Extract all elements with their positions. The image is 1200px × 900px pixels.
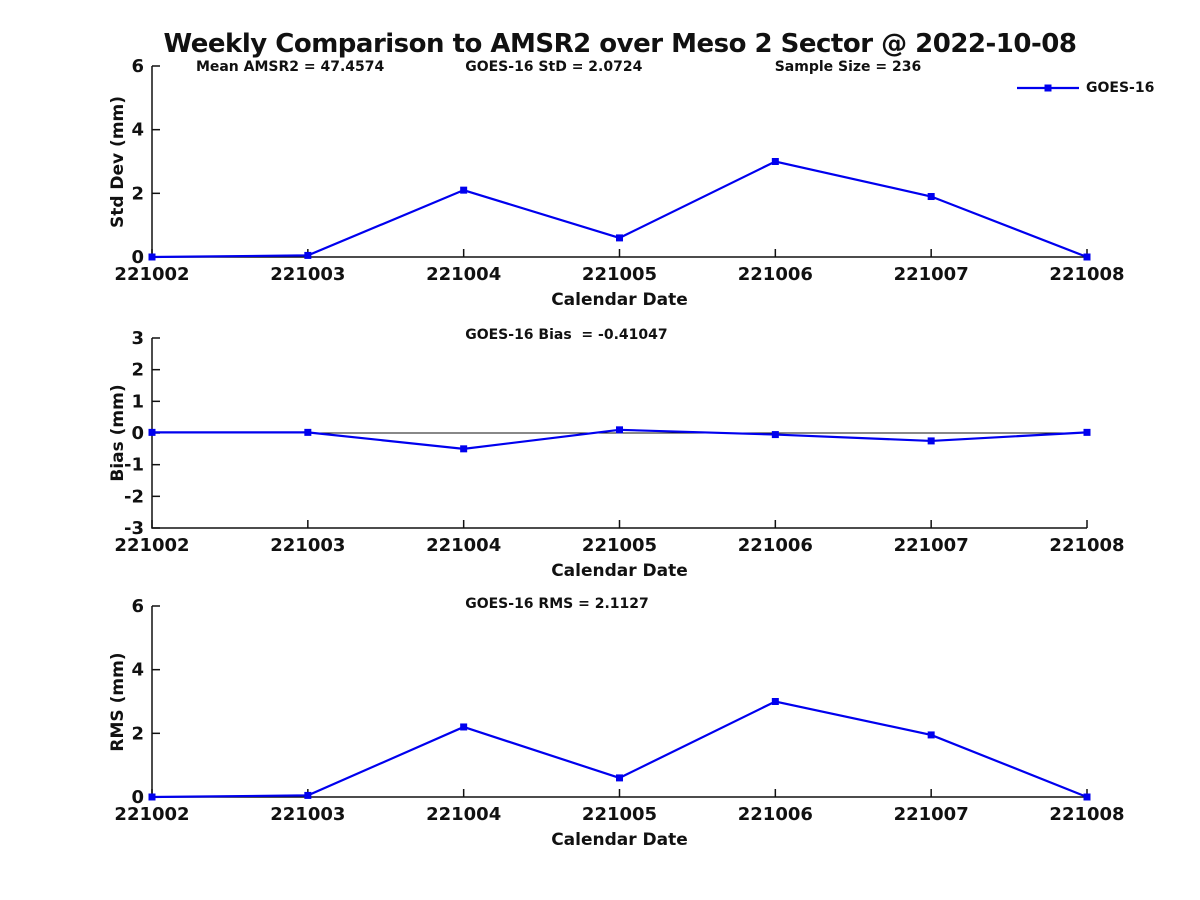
data-point-marker-icon	[1083, 253, 1091, 261]
data-point-marker-icon	[927, 193, 935, 201]
x-tick-label: 221002	[114, 804, 189, 825]
stat-annotation: Sample Size = 236	[774, 59, 922, 75]
x-tick-label: 221007	[894, 264, 969, 285]
y-tick-label: 4	[131, 660, 144, 681]
x-tick-label: 221006	[738, 804, 813, 825]
data-point-marker-icon	[148, 428, 156, 436]
data-point-marker-icon	[304, 251, 312, 259]
x-tick-label: 221007	[894, 535, 969, 556]
y-tick-label: -3	[124, 518, 144, 539]
x-tick-label: 221004	[426, 264, 501, 285]
y-axis-label: Std Dev (mm)	[108, 95, 128, 228]
subplot-bias: -3 -2 -1 0 1 2 3 221002 221003 221004 221005 221006…	[114, 328, 1124, 556]
x-tick-label: 221003	[270, 535, 345, 556]
stat-annotation: GOES-16 Bias = -0.41047	[465, 327, 668, 343]
legend-label: GOES-16	[1086, 80, 1155, 96]
data-point-marker-icon	[304, 791, 312, 799]
data-point-marker-icon	[771, 431, 779, 439]
x-axis-label: Calendar Date	[551, 290, 688, 310]
x-tick-label: 221008	[1049, 264, 1124, 285]
y-tick-label: 0	[131, 787, 144, 808]
data-point-marker-icon	[304, 428, 312, 436]
data-line-std_dev	[151, 160, 1088, 259]
data-point-marker-icon	[927, 437, 935, 445]
y-tick-label: 4	[131, 120, 144, 141]
data-point-marker-icon	[1083, 428, 1091, 436]
y-tick-label: 6	[131, 56, 144, 77]
x-tick-label: 221002	[114, 535, 189, 556]
x-tick-label: 221005	[582, 264, 657, 285]
x-axis-label: Calendar Date	[551, 561, 688, 581]
axis-rms	[151, 606, 1087, 798]
y-tick-label: 3	[131, 328, 144, 349]
y-tick-label: 1	[131, 391, 144, 412]
x-tick-label: 221008	[1049, 804, 1124, 825]
data-point-marker-icon	[460, 723, 468, 731]
y-tick-label: 0	[131, 423, 144, 444]
x-tick-label: 221004	[426, 804, 501, 825]
x-tick-label: 221003	[270, 264, 345, 285]
legend: GOES-16	[1016, 80, 1154, 96]
x-tick-label: 221005	[582, 535, 657, 556]
x-axis-label: Calendar Date	[551, 830, 688, 850]
stat-annotation: GOES-16 RMS = 2.1127	[465, 596, 649, 612]
data-point-marker-icon	[460, 186, 468, 194]
y-tick-label: 2	[131, 723, 144, 744]
data-point-marker-icon	[927, 731, 935, 739]
stat-annotation: Mean AMSR2 = 47.4574	[195, 59, 385, 75]
data-point-marker-icon	[616, 234, 623, 242]
data-point-marker-icon	[148, 793, 156, 801]
x-tick-label: 221005	[582, 804, 657, 825]
legend-marker-icon	[1044, 84, 1052, 92]
data-point-marker-icon	[771, 698, 779, 705]
y-axis-label: RMS (mm)	[108, 651, 128, 752]
y-tick-label: 2	[131, 183, 144, 204]
x-tick-label: 221004	[426, 535, 501, 556]
chart-title: Weekly Comparison to AMSR2 over Meso 2 S…	[163, 29, 1077, 59]
x-tick-label: 221002	[114, 264, 189, 285]
x-tick-label: 221006	[738, 264, 813, 285]
data-point-marker-icon	[616, 426, 623, 434]
data-point-marker-icon	[460, 445, 468, 453]
y-tick-label: 6	[131, 596, 144, 617]
x-tick-label: 221007	[894, 804, 969, 825]
data-point-marker-icon	[148, 253, 156, 261]
y-tick-label: 2	[131, 360, 144, 381]
data-point-marker-icon	[771, 158, 779, 165]
data-point-marker-icon	[616, 774, 623, 782]
y-tick-label: 0	[131, 247, 144, 268]
subplot-std_dev: 0 2 4 6 221002 221003 221004 221005 221006 221007…	[114, 56, 1124, 285]
axis-std_dev	[151, 66, 1087, 258]
y-tick-label: -1	[124, 455, 144, 476]
stat-annotation: GOES-16 StD = 2.0724	[465, 59, 643, 75]
y-axis-label: Bias (mm)	[108, 384, 128, 482]
legend-line-icon	[1017, 84, 1079, 92]
x-tick-label: 221008	[1049, 535, 1124, 556]
data-point-marker-icon	[1083, 793, 1091, 801]
x-tick-label: 221003	[270, 804, 345, 825]
y-tick-label: -2	[124, 486, 144, 507]
x-tick-label: 221006	[738, 535, 813, 556]
data-line-rms	[151, 700, 1088, 799]
subplot-rms: 0 2 4 6 221002 221003 221004 221005 221006 221007…	[114, 596, 1124, 825]
